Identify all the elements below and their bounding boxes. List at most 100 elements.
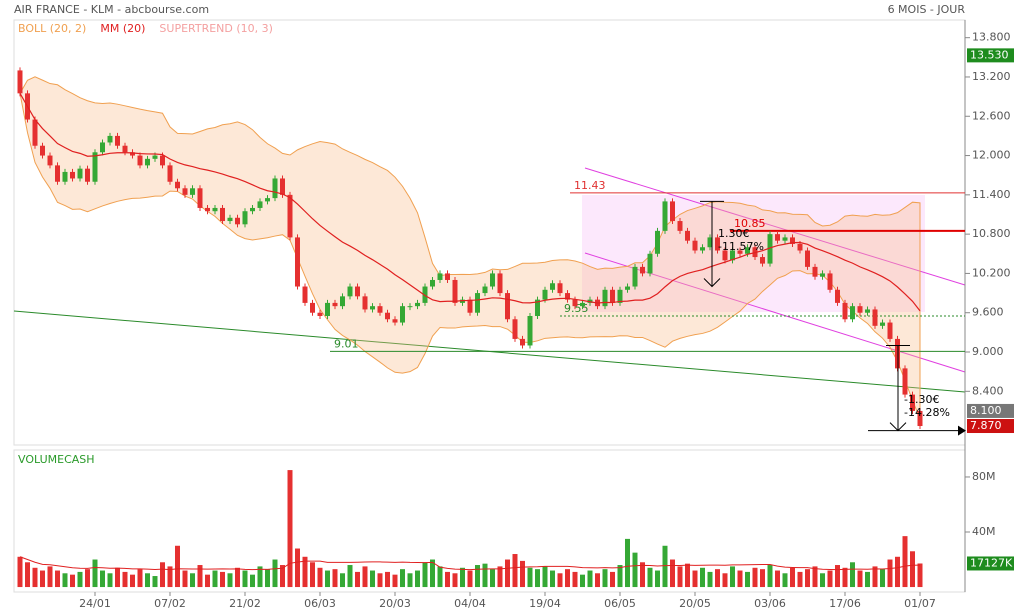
volume-bar	[625, 538, 630, 588]
candle	[542, 289, 548, 300]
candle	[857, 306, 863, 313]
volume-bar	[520, 560, 525, 588]
candle	[550, 283, 555, 290]
volume-bar	[595, 573, 600, 588]
volume-bar	[692, 570, 698, 588]
candle	[287, 194, 293, 238]
volume-title: VOLUMECASH	[18, 453, 95, 466]
volume-bar	[902, 536, 908, 588]
candle	[205, 207, 210, 212]
candle	[812, 266, 818, 277]
level-label: 11.43	[574, 179, 606, 192]
candle	[55, 165, 60, 182]
volume-bar	[865, 571, 870, 588]
volume-bar	[512, 554, 518, 588]
candle	[535, 299, 540, 316]
candle	[47, 155, 53, 166]
measure-pct: -14.28%	[904, 406, 950, 419]
volume-bar	[610, 571, 615, 588]
candle	[842, 302, 848, 320]
volume-bar	[542, 566, 548, 588]
title: AIR FRANCE - KLM - abcbourse.com	[14, 3, 209, 16]
candle	[565, 293, 570, 300]
candle	[122, 145, 128, 153]
volume-bar	[47, 566, 53, 588]
volume-bar	[25, 562, 30, 588]
candle	[370, 306, 375, 310]
volume-bar	[775, 570, 780, 588]
candle	[227, 217, 233, 222]
candle	[377, 306, 383, 313]
volume-bar	[92, 559, 98, 588]
candle	[347, 286, 353, 297]
volume-bar	[430, 559, 435, 588]
volume-bar	[445, 571, 450, 588]
candle	[280, 178, 285, 195]
candle	[670, 201, 675, 222]
candle	[242, 211, 248, 225]
volume-bar	[137, 569, 143, 588]
volume-bar	[505, 559, 510, 588]
candle	[100, 142, 105, 153]
volume-bar	[377, 573, 383, 588]
arrow-head	[703, 278, 721, 288]
volume-bar	[220, 571, 225, 588]
volume-bar	[670, 559, 675, 588]
candle	[437, 273, 443, 280]
candle	[257, 201, 263, 208]
volume-bar	[392, 574, 398, 588]
candle	[820, 273, 825, 277]
price-marker-label: 13.530	[970, 48, 1009, 61]
candle	[182, 188, 188, 195]
y-tick-label: 13.800	[972, 31, 1011, 44]
candle	[40, 145, 45, 156]
x-tick-label: 01/07	[904, 597, 936, 610]
candle	[160, 155, 165, 166]
volume-bar	[415, 570, 420, 588]
candle	[190, 188, 195, 195]
y-tick-label: 10.200	[972, 266, 1011, 279]
y-tick-label: 12.000	[972, 149, 1011, 162]
volume-bar	[197, 565, 203, 588]
volume-bar	[317, 567, 323, 588]
candle	[482, 286, 488, 294]
volume-bar	[745, 571, 750, 588]
x-tick-label: 03/06	[754, 597, 786, 610]
candle	[475, 293, 480, 313]
candle	[32, 119, 38, 146]
y-tick-label: 13.200	[972, 70, 1011, 83]
volume-bar	[295, 548, 300, 588]
volume-bar	[310, 562, 315, 588]
candle	[730, 250, 735, 261]
candle	[662, 201, 668, 231]
volume-bar	[242, 570, 248, 588]
candle	[902, 368, 908, 395]
candle	[460, 299, 465, 303]
candle	[310, 302, 315, 313]
volume-bar	[617, 565, 623, 588]
volume-bar	[700, 567, 705, 588]
candle	[430, 279, 435, 287]
volume-bar	[452, 573, 458, 588]
volume-bar	[407, 573, 413, 588]
volume-bar	[107, 573, 113, 588]
volume-bar	[235, 567, 240, 588]
candle	[572, 299, 578, 307]
candle	[250, 207, 255, 212]
price-marker	[967, 556, 1014, 571]
candle	[332, 302, 338, 307]
candle	[655, 230, 660, 254]
candle	[505, 293, 510, 320]
volume-bar	[152, 576, 158, 588]
x-tick-label: 21/02	[229, 597, 261, 610]
candle	[445, 273, 450, 280]
candle	[145, 158, 150, 166]
volume-bar	[707, 571, 713, 588]
x-tick-label: 20/05	[679, 597, 711, 610]
volume-bar	[850, 562, 855, 588]
volume-panel	[13, 449, 966, 593]
volume-bar	[917, 563, 923, 588]
candle	[790, 237, 795, 244]
